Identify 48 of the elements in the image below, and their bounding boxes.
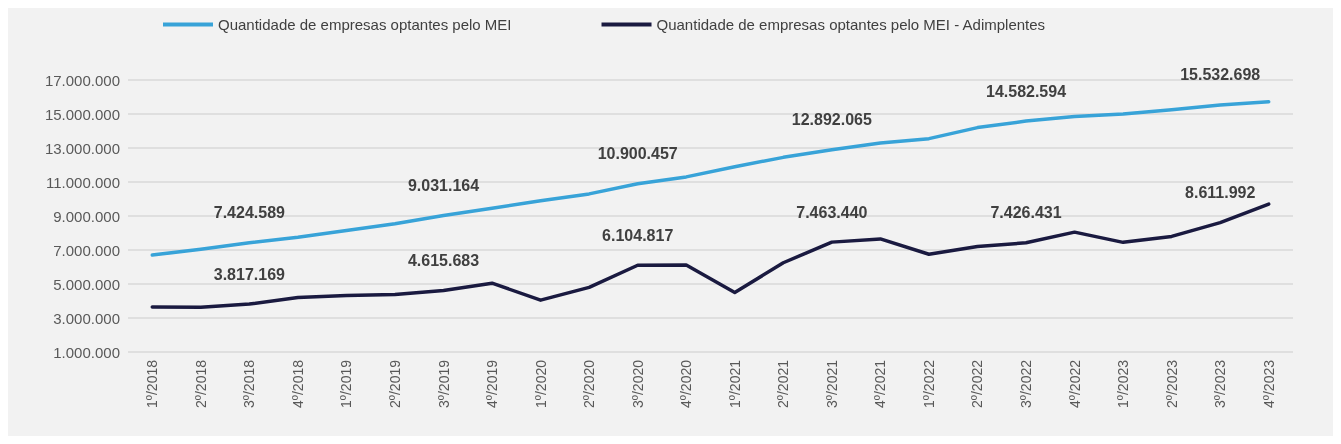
data-label: 7.426.431 bbox=[990, 204, 1062, 222]
y-tick-label: 5.000.000 bbox=[53, 275, 120, 293]
y-tick-label: 15.000.000 bbox=[44, 105, 120, 123]
x-tick-label: 4º/2020 bbox=[678, 359, 695, 408]
legend-label: Quantidade de empresas optantes pelo MEI bbox=[218, 16, 512, 33]
y-tick-label: 1.000.000 bbox=[53, 343, 120, 361]
x-tick-label: 1º/2018 bbox=[144, 359, 161, 408]
x-tick-label: 4º/2018 bbox=[289, 359, 306, 408]
y-tick-label: 7.000.000 bbox=[53, 241, 120, 259]
data-label: 15.532.698 bbox=[1180, 66, 1261, 84]
data-label: 9.031.164 bbox=[407, 176, 480, 194]
x-tick-label: 1º/2020 bbox=[532, 359, 549, 408]
data-label: 12.892.065 bbox=[791, 111, 872, 129]
data-label: 7.424.589 bbox=[213, 204, 286, 222]
x-tick-label: 4º/2022 bbox=[1066, 359, 1083, 408]
x-tick-label: 1º/2022 bbox=[920, 359, 937, 408]
data-label: 10.900.457 bbox=[597, 145, 678, 163]
x-tick-label: 2º/2021 bbox=[775, 359, 792, 408]
x-tick-label: 2º/2023 bbox=[1163, 359, 1180, 408]
x-tick-label: 3º/2019 bbox=[435, 359, 452, 408]
y-tick-label: 17.000.000 bbox=[44, 71, 120, 89]
x-tick-label: 3º/2023 bbox=[1212, 359, 1229, 408]
y-tick-label: 3.000.000 bbox=[53, 309, 120, 327]
data-label: 6.104.817 bbox=[602, 226, 674, 244]
x-tick-label: 2º/2022 bbox=[969, 359, 986, 408]
data-label: 7.463.440 bbox=[796, 203, 868, 221]
x-tick-label: 1º/2021 bbox=[726, 359, 743, 408]
x-tick-label: 4º/2021 bbox=[872, 359, 889, 408]
x-tick-label: 1º/2019 bbox=[338, 359, 355, 408]
x-tick-label: 3º/2021 bbox=[823, 359, 840, 408]
x-tick-label: 2º/2020 bbox=[581, 359, 598, 408]
x-tick-label: 2º/2019 bbox=[386, 359, 403, 408]
y-tick-label: 11.000.000 bbox=[46, 173, 120, 191]
data-label: 8.611.992 bbox=[1185, 184, 1256, 202]
x-tick-label: 3º/2020 bbox=[629, 359, 646, 408]
data-label: 14.582.594 bbox=[985, 82, 1067, 100]
x-tick-label: 2º/2018 bbox=[192, 359, 209, 408]
x-tick-label: 3º/2022 bbox=[1018, 359, 1035, 408]
data-label: 3.817.169 bbox=[213, 265, 286, 283]
x-tick-label: 4º/2019 bbox=[484, 359, 501, 408]
x-tick-label: 1º/2023 bbox=[1115, 359, 1132, 408]
legend-label: Quantidade de empresas optantes pelo MEI - Adimplentes bbox=[656, 16, 1046, 33]
x-tick-label: 4º/2023 bbox=[1260, 359, 1277, 408]
line-series bbox=[150, 202, 1271, 310]
x-tick-label: 3º/2018 bbox=[241, 359, 258, 408]
data-label: 4.615.683 bbox=[407, 252, 480, 270]
y-tick-label: 13.000.000 bbox=[44, 139, 120, 157]
y-tick-label: 9.000.000 bbox=[53, 207, 120, 225]
